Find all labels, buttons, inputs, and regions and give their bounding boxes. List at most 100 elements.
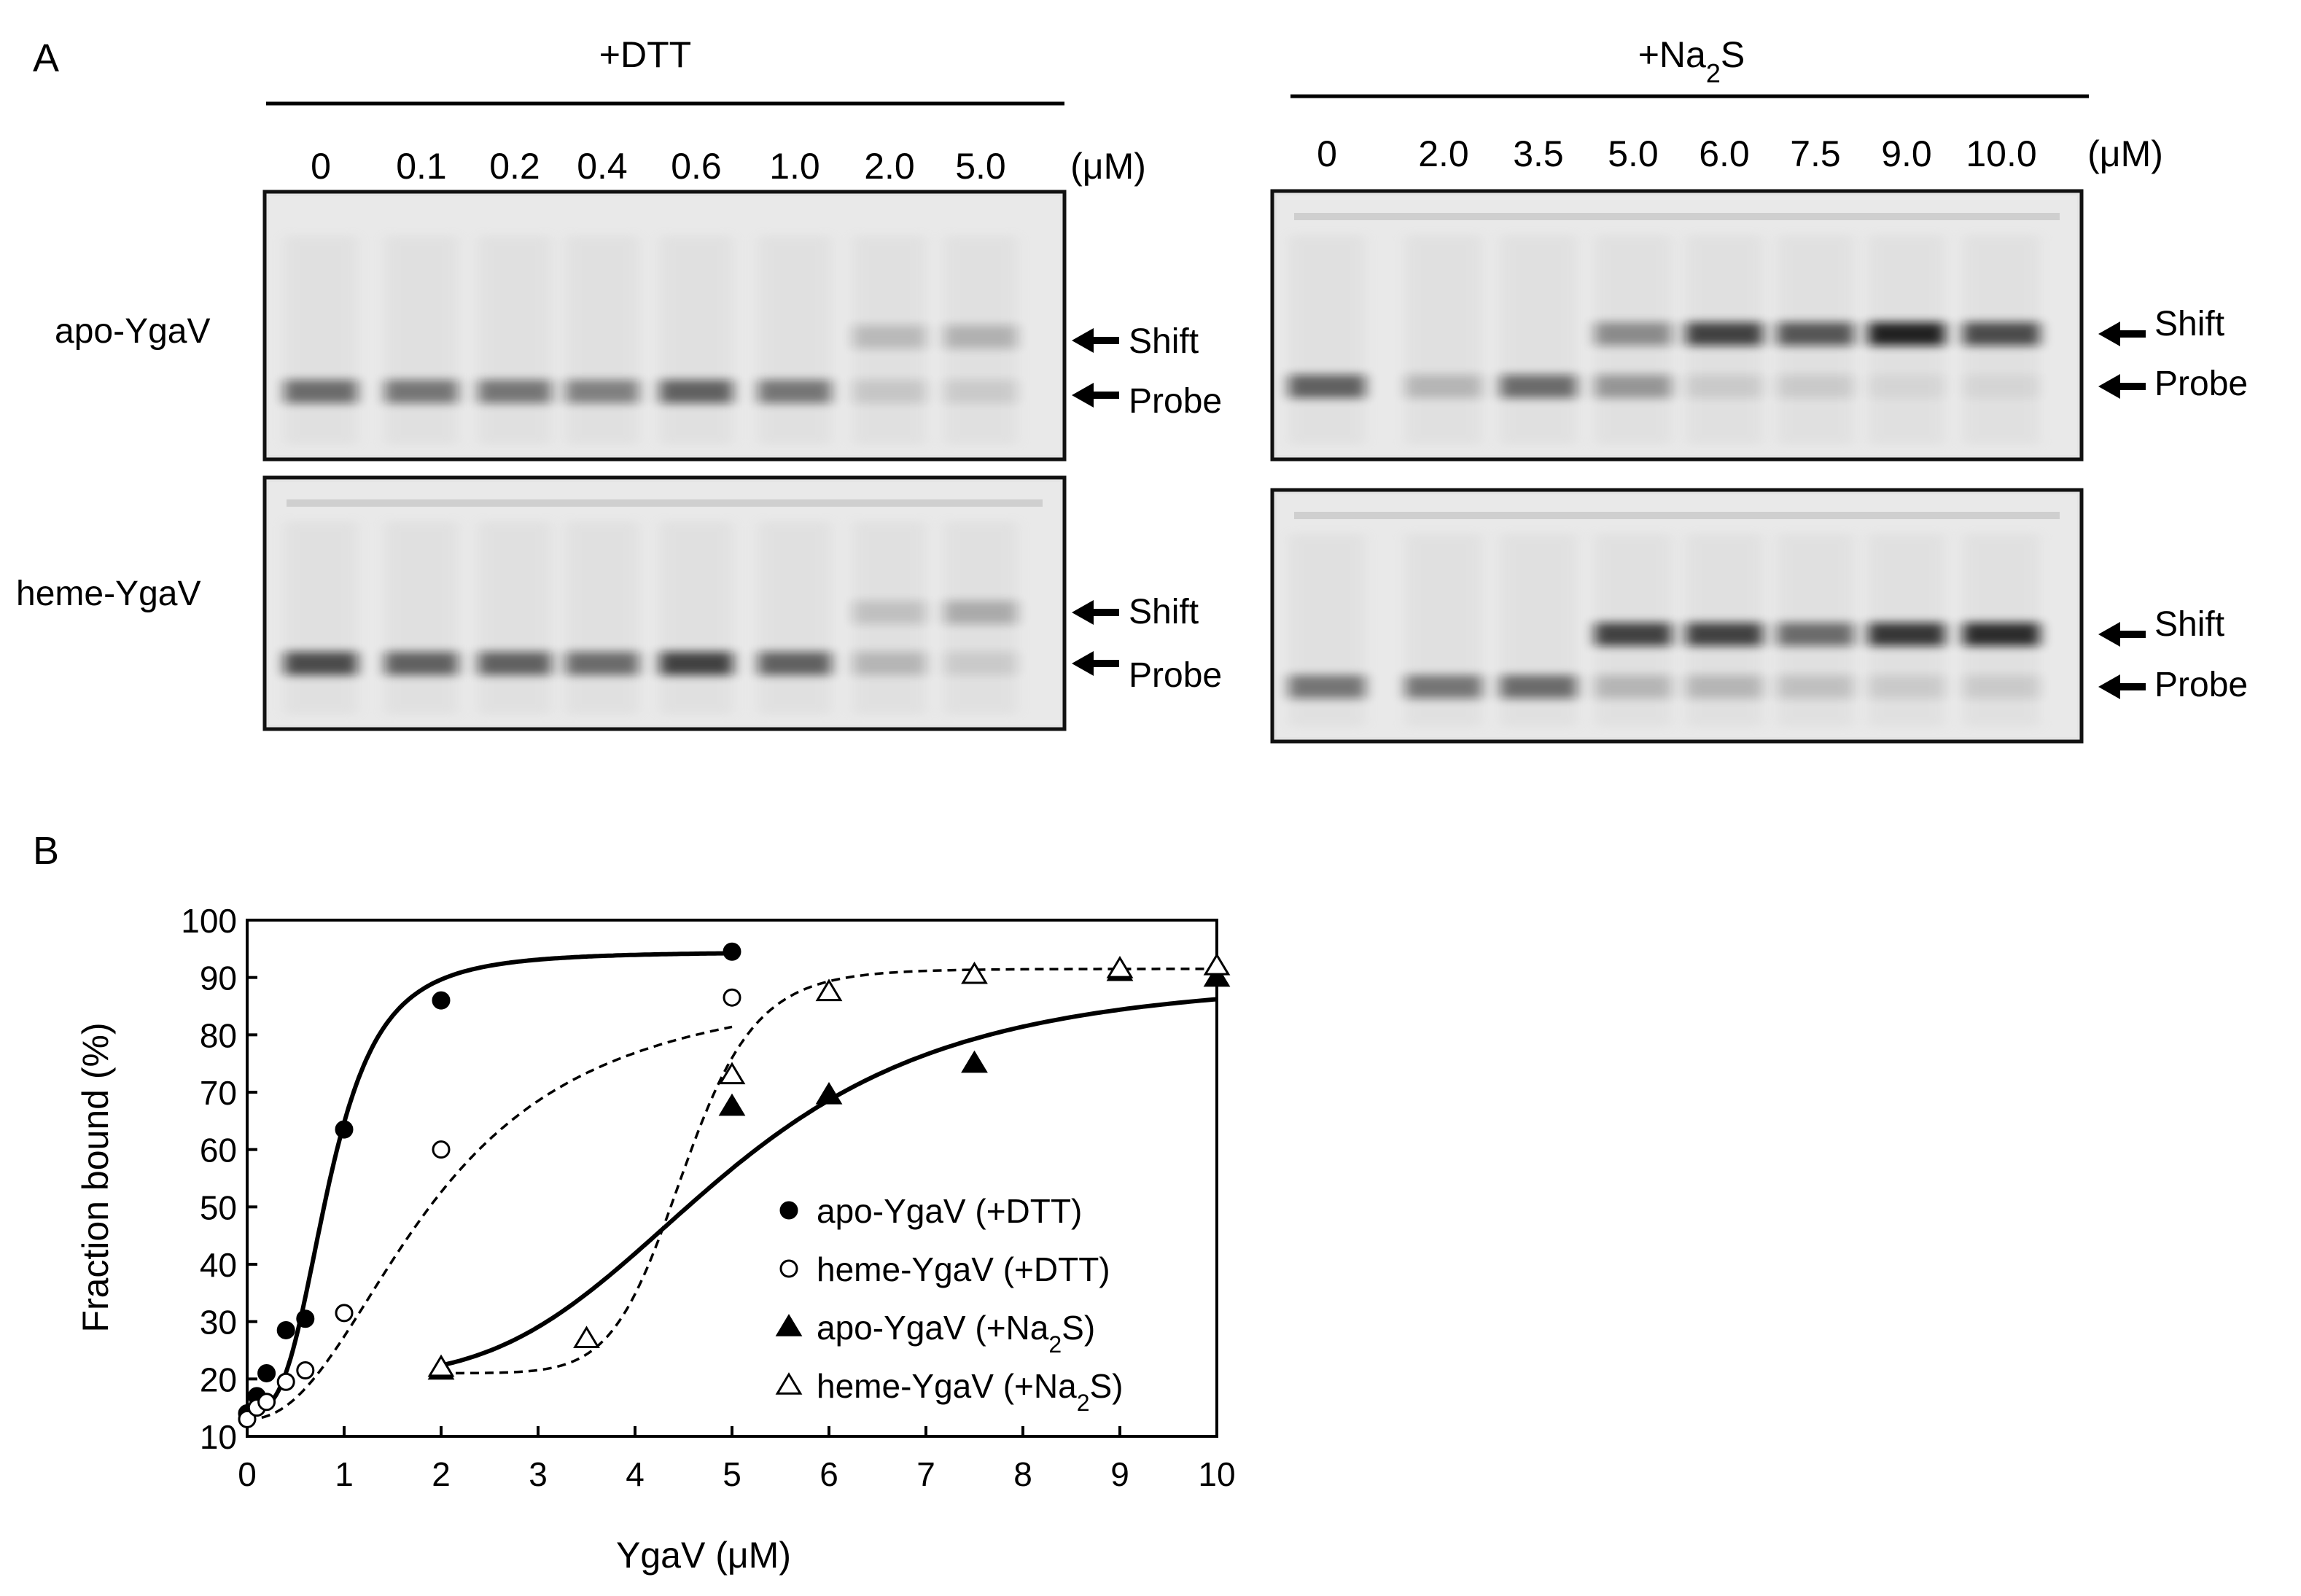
probe-band (1288, 375, 1366, 398)
data-point-series-1 (238, 1409, 257, 1428)
shift-band (944, 325, 1017, 349)
shift-band (1963, 322, 2040, 346)
condition-dtt-label: +DTT (599, 34, 691, 75)
x-tick-label: 8 (1013, 1455, 1032, 1493)
concentration-label: 5.0 (1608, 133, 1659, 174)
probe-band (1405, 375, 1482, 398)
y-tick-label: 40 (200, 1246, 237, 1284)
probe-band (478, 380, 551, 403)
condition-na2s-label: +Na2S (1638, 34, 1745, 88)
probe-band (1963, 675, 2040, 698)
probe-arrow-icon (1072, 651, 1119, 676)
legend-entry-2: apo-YgaV (+Na2S) (817, 1309, 1095, 1358)
data-point-series-3 (1106, 955, 1134, 978)
probe-band (1500, 375, 1577, 398)
dtt-concentration-row: 0 0.1 0.2 0.4 0.6 1.0 2.0 5.0 (311, 146, 1006, 187)
concentration-label: 10.0 (1966, 133, 2036, 174)
shift-band (944, 601, 1017, 624)
data-point-series-3 (961, 961, 988, 984)
data-point-series-0 (296, 1309, 315, 1328)
gel-lane-smear (758, 521, 831, 715)
shift-arrow-icon (2098, 322, 2146, 346)
gel-background-inner (1277, 195, 2077, 455)
data-point-series-2 (718, 1093, 746, 1116)
gel-lane-smear (385, 521, 458, 715)
x-tick-label: 6 (819, 1455, 838, 1493)
fit-curve-0 (247, 951, 733, 1413)
data-point-series-1 (276, 1372, 295, 1391)
legend-entry-1: heme-YgaV (+DTT) (817, 1250, 1110, 1288)
y-axis-ticks: 10 20 30 40 50 60 70 80 90 100 (181, 902, 257, 1456)
x-tick-label: 1 (335, 1455, 354, 1493)
gel-lane-smear (478, 521, 551, 715)
gel-frame (262, 190, 1067, 462)
x-axis-ticks: 0 1 2 3 4 5 6 7 8 9 10 (238, 1426, 1236, 1493)
y-tick-label: 50 (200, 1188, 237, 1226)
gel-lane-smear (478, 235, 551, 445)
dtt-unit-label: (μM) (1070, 146, 1146, 187)
probe-band (1405, 675, 1482, 698)
probe-band (478, 652, 551, 675)
probe-band (1963, 375, 2040, 398)
concentration-label: 6.0 (1699, 133, 1750, 174)
concentration-label: 0 (311, 146, 331, 187)
legend-marker-3 (775, 1372, 803, 1395)
concentration-label: 5.0 (955, 146, 1006, 187)
x-axis-label: YgaV (μM) (616, 1535, 791, 1576)
probe-band (758, 652, 831, 675)
gel-lane-smear (660, 235, 733, 445)
data-point-series-0 (432, 991, 451, 1010)
data-point-series-0 (335, 1120, 354, 1139)
probe-band (385, 380, 458, 403)
data-point-series-3 (815, 978, 843, 1002)
gel-dtt-apo-arrows: Shift Probe (1072, 322, 1222, 421)
data-point-series-1 (257, 1393, 276, 1412)
shift-band (1595, 322, 1672, 346)
probe-band (853, 380, 926, 403)
probe-band (385, 652, 458, 675)
concentration-label: 1.0 (769, 146, 820, 187)
data-point-series-3 (1203, 953, 1231, 976)
x-tick-label: 0 (238, 1455, 257, 1493)
probe-band (1777, 375, 1854, 398)
y-tick-label: 60 (200, 1132, 237, 1169)
probe-band (1686, 675, 1763, 698)
x-tick-label: 2 (432, 1455, 451, 1493)
gel-background-inner (1277, 494, 2077, 737)
shift-band (1868, 322, 1945, 346)
y-tick-label: 100 (181, 902, 237, 940)
gel-lane-smear (284, 521, 357, 715)
probe-label: Probe (1129, 656, 1222, 695)
x-tick-label: 3 (529, 1455, 548, 1493)
concentration-label: 0.2 (489, 146, 540, 187)
probe-band (1595, 375, 1672, 398)
fit-curve-1 (247, 1025, 733, 1421)
probe-band (1288, 675, 1366, 698)
row-label-apo: apo-YgaV (55, 312, 211, 351)
y-tick-label: 10 (200, 1418, 237, 1456)
concentration-label: 0 (1317, 133, 1337, 174)
gel-na2s-heme (1270, 488, 2084, 744)
data-point-series-1 (296, 1361, 315, 1380)
data-point-series-1 (335, 1304, 354, 1323)
concentration-label: 9.0 (1881, 133, 1932, 174)
probe-band (284, 652, 357, 675)
x-tick-label: 10 (1198, 1455, 1235, 1493)
gel-lane-smear (660, 521, 733, 715)
shift-label: Shift (1129, 593, 1199, 631)
gel-lane-smear (1405, 235, 1482, 445)
concentration-label: 7.5 (1790, 133, 1841, 174)
binding-curve-chart: 10 20 30 40 50 60 70 80 90 100 0 1 2 3 4 5 6 7 8 9 10 apo-Y… (75, 902, 1236, 1576)
gel-frame (262, 475, 1067, 731)
shift-band (1963, 623, 2040, 646)
shift-band (1777, 623, 1854, 646)
y-tick-label: 20 (200, 1361, 237, 1398)
data-point-series-2 (815, 1082, 843, 1105)
na2s-unit-label: (μM) (2087, 133, 2163, 174)
shift-band (1686, 322, 1763, 346)
probe-band (944, 652, 1017, 675)
gel-na2s-apo-arrows: Shift Probe (2098, 305, 2248, 403)
y-tick-label: 80 (200, 1016, 237, 1054)
data-point-series-0 (276, 1320, 295, 1339)
